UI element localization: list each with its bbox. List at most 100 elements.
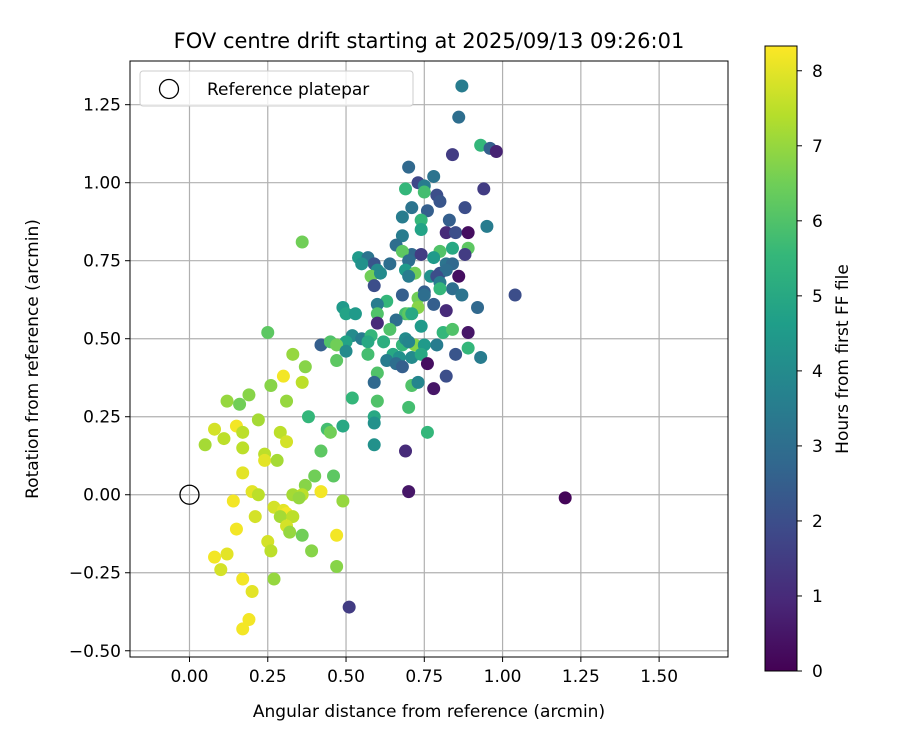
data-point xyxy=(461,325,475,339)
x-tick-label: 0.75 xyxy=(405,667,443,687)
data-point xyxy=(402,335,416,349)
data-point xyxy=(427,297,441,311)
data-point xyxy=(405,201,419,215)
data-point xyxy=(267,572,281,586)
data-point xyxy=(251,488,265,502)
data-point xyxy=(414,213,428,227)
data-point xyxy=(305,544,319,558)
data-point xyxy=(445,241,459,255)
colorbar-tick-label: 5 xyxy=(812,287,823,307)
data-point xyxy=(395,229,409,243)
data-point xyxy=(242,613,256,627)
x-axis-label: Angular distance from reference (arcmin) xyxy=(253,702,605,722)
data-point xyxy=(314,444,328,458)
data-point xyxy=(414,223,428,237)
chart-title: FOV centre drift starting at 2025/09/13 … xyxy=(174,29,685,53)
data-point xyxy=(427,169,441,183)
y-tick-label: −0.50 xyxy=(69,642,121,662)
x-tick-label: 1.25 xyxy=(562,667,600,687)
data-point xyxy=(452,110,466,124)
data-point xyxy=(461,226,475,240)
data-point xyxy=(330,560,344,574)
data-point xyxy=(402,485,416,499)
data-point xyxy=(301,410,315,424)
data-point xyxy=(399,444,413,458)
data-point xyxy=(298,360,312,374)
data-point xyxy=(373,266,387,280)
data-point xyxy=(445,282,459,296)
y-tick-label: −0.25 xyxy=(69,564,121,584)
data-point xyxy=(245,584,259,598)
plot-frame xyxy=(129,60,729,658)
colorbar-label: Hours from first FF file xyxy=(833,264,853,454)
colorbar-tick-label: 2 xyxy=(812,512,823,532)
data-point xyxy=(236,572,250,586)
data-point xyxy=(276,369,290,383)
data-point xyxy=(242,388,256,402)
data-point xyxy=(355,257,369,271)
legend-box xyxy=(139,70,414,107)
colorbar: 0 1 2 3 4 5 6 7 8 Hours from first FF file xyxy=(764,45,853,682)
data-point xyxy=(395,360,409,374)
data-point xyxy=(420,357,434,371)
data-point xyxy=(361,347,375,361)
data-point xyxy=(430,338,444,352)
data-point xyxy=(489,144,503,158)
data-point xyxy=(308,469,322,483)
data-point xyxy=(367,279,381,293)
data-point xyxy=(345,391,359,405)
data-point xyxy=(395,288,409,302)
y-tick-label: 0.25 xyxy=(83,408,121,428)
reference-platepar-marker xyxy=(179,484,200,505)
data-point xyxy=(414,347,428,361)
data-point xyxy=(455,79,469,93)
data-point xyxy=(336,419,350,433)
data-point xyxy=(258,453,272,467)
data-point xyxy=(330,354,344,368)
data-point xyxy=(236,441,250,455)
data-point xyxy=(477,182,491,196)
data-point xyxy=(461,341,475,355)
data-point xyxy=(208,550,222,564)
data-point xyxy=(330,528,344,542)
data-point xyxy=(383,322,397,336)
data-point xyxy=(273,510,287,524)
data-point xyxy=(508,288,522,302)
data-point xyxy=(280,435,294,449)
data-point xyxy=(220,547,234,561)
legend-label: Reference platepar xyxy=(207,80,369,100)
data-point xyxy=(383,257,397,271)
data-point xyxy=(558,491,572,505)
colorbar-tick-label: 6 xyxy=(812,212,823,232)
data-point xyxy=(295,235,309,249)
data-point xyxy=(286,347,300,361)
data-point xyxy=(264,544,278,558)
data-point xyxy=(471,301,485,315)
data-point xyxy=(433,282,447,296)
data-point xyxy=(449,347,463,361)
data-point xyxy=(455,288,469,302)
data-point xyxy=(233,397,247,411)
data-point xyxy=(280,394,294,408)
data-point xyxy=(402,400,416,414)
data-point xyxy=(458,201,472,215)
colorbar-tick-label: 0 xyxy=(812,662,823,682)
y-tick-label: 1.25 xyxy=(83,96,121,116)
data-points xyxy=(198,79,572,636)
data-point xyxy=(367,438,381,452)
data-point xyxy=(480,219,494,233)
y-axis-ticks: −0.50 −0.25 0.00 0.25 0.50 0.75 1.00 1.25 xyxy=(69,96,130,662)
data-point xyxy=(452,269,466,283)
data-point xyxy=(220,394,234,408)
data-point xyxy=(402,160,416,174)
data-point xyxy=(323,425,337,439)
data-point xyxy=(439,263,453,277)
data-point xyxy=(361,335,375,349)
y-tick-label: 0.50 xyxy=(83,330,121,350)
data-point xyxy=(236,622,250,636)
data-point xyxy=(439,304,453,318)
x-tick-label: 0.25 xyxy=(249,667,287,687)
data-point xyxy=(248,510,262,524)
colorbar-tick-label: 4 xyxy=(812,362,823,382)
